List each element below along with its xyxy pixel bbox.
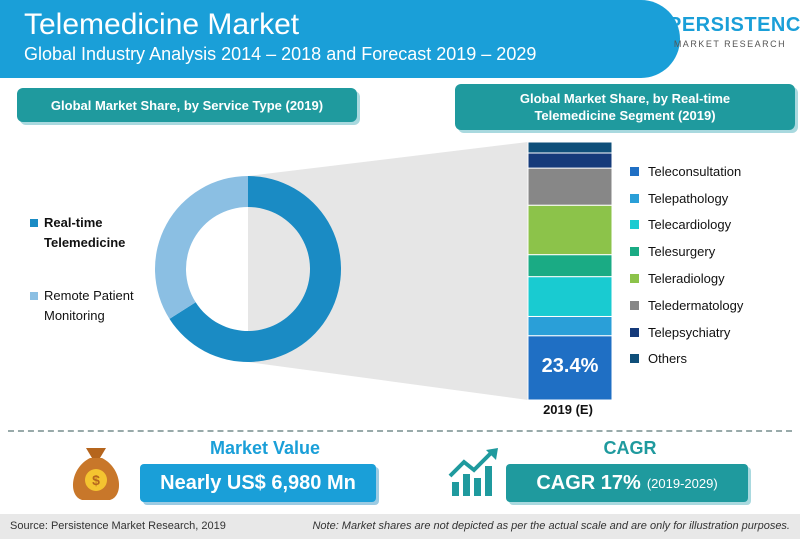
bar-segment-teleradiology bbox=[527, 204, 613, 256]
legend-swatch bbox=[630, 274, 639, 284]
legend-swatch bbox=[630, 220, 639, 230]
bar-segment-telepathology bbox=[527, 315, 613, 337]
donut-slice-0 bbox=[169, 176, 342, 362]
legend-remote-patient-monitoring: Remote Patient Monitoring bbox=[30, 286, 134, 326]
legend-real-time-telemedicine: Real-time Telemedicine bbox=[30, 213, 125, 253]
bar-category-label: 2019 (E) bbox=[543, 402, 593, 417]
segment-legend: Teleconsultation Telepathology Telecardiol… bbox=[630, 158, 743, 372]
svg-text:$: $ bbox=[92, 472, 100, 488]
legend-label: Teleradiology bbox=[648, 271, 725, 287]
legend-swatch bbox=[630, 354, 639, 364]
legend-label: Others bbox=[648, 351, 688, 367]
legend-swatch bbox=[630, 247, 639, 257]
segment-panel-title-line2: Telemedicine Segment (2019) bbox=[534, 108, 716, 123]
cagr-value: CAGR 17% bbox=[536, 471, 641, 494]
disclaimer-note: Note: Market shares are not depicted as … bbox=[312, 520, 790, 532]
legend-swatch bbox=[30, 219, 38, 227]
service-type-panel-title: Global Market Share, by Service Type (20… bbox=[17, 88, 357, 122]
logo-tagline: MARKET RESEARCH bbox=[673, 39, 787, 49]
legend-swatch bbox=[630, 327, 639, 337]
donut-chart bbox=[155, 176, 342, 362]
logo-wordmark: PERSISTENCE bbox=[668, 14, 800, 36]
donut-slice-1 bbox=[155, 176, 248, 319]
footer: Source: Persistence Market Research, 201… bbox=[0, 514, 800, 539]
bar-segment-telecardiology bbox=[527, 276, 613, 317]
persistence-logo: PERSISTENCE MARKET RESEARCH bbox=[668, 14, 800, 72]
segment-panel-title: Global Market Share, by Real-time Teleme… bbox=[455, 84, 795, 130]
cagr-title: CAGR bbox=[603, 438, 657, 458]
legend-swatch bbox=[30, 292, 38, 300]
legend-item-teleradiology: Teleradiology bbox=[630, 265, 743, 292]
market-value-box: Nearly US$ 6,980 Mn bbox=[140, 464, 376, 502]
legend-label: Remote Patient bbox=[44, 288, 134, 303]
bar-segment-telesurgery bbox=[527, 254, 613, 278]
money-bag-icon: $ bbox=[72, 448, 120, 500]
legend-label: Teledermatology bbox=[648, 297, 744, 313]
legend-item-teledermatology: Teledermatology bbox=[630, 292, 743, 319]
teleconsultation-data-label: 23.4% bbox=[542, 355, 599, 377]
segment-panel-title-line1: Global Market Share, by Real-time bbox=[519, 91, 731, 106]
cagr-period: (2019-2029) bbox=[646, 475, 718, 491]
legend-item-telesurgery: Telesurgery bbox=[630, 238, 743, 265]
bar-segment-teleconsultation bbox=[527, 335, 613, 401]
legend-item-telecardiology: Telecardiology bbox=[630, 212, 743, 239]
legend-label: Real-time bbox=[44, 215, 103, 230]
legend-swatch bbox=[630, 193, 639, 203]
legend-label: Telecardiology bbox=[648, 217, 732, 233]
header-banner: Telemedicine Market Global Industry Anal… bbox=[0, 0, 680, 78]
growth-chart-icon bbox=[448, 448, 498, 496]
page-title: Telemedicine Market bbox=[24, 8, 300, 41]
bar-segment-telepsychiatry bbox=[527, 152, 613, 169]
bar-segment-others bbox=[527, 141, 613, 154]
legend-item-telepathology: Telepathology bbox=[630, 185, 743, 212]
legend-swatch bbox=[630, 300, 639, 310]
cagr-box: CAGR 17% (2019-2029) bbox=[506, 464, 748, 502]
bar-segment-teledermatology bbox=[527, 167, 613, 206]
source-note: Source: Persistence Market Research, 201… bbox=[10, 520, 226, 532]
section-divider bbox=[8, 430, 792, 432]
legend-item-others: Others bbox=[630, 346, 743, 373]
legend-item-telepsychiatry: Telepsychiatry bbox=[630, 319, 743, 346]
stacked-bar-chart bbox=[527, 141, 613, 401]
legend-item-teleconsultation: Teleconsultation bbox=[630, 158, 743, 185]
legend-label-line2: Telemedicine bbox=[44, 235, 126, 250]
legend-label-line2: Monitoring bbox=[44, 308, 105, 323]
legend-label: Telepathology bbox=[648, 190, 729, 206]
legend-label: Telesurgery bbox=[648, 244, 716, 260]
zoom-connector bbox=[248, 142, 528, 400]
market-value-title: Market Value bbox=[209, 438, 321, 458]
legend-label: Telepsychiatry bbox=[648, 324, 731, 340]
page-subtitle: Global Industry Analysis 2014 – 2018 and… bbox=[24, 44, 537, 64]
legend-swatch bbox=[630, 166, 639, 176]
legend-label: Teleconsultation bbox=[648, 163, 742, 179]
